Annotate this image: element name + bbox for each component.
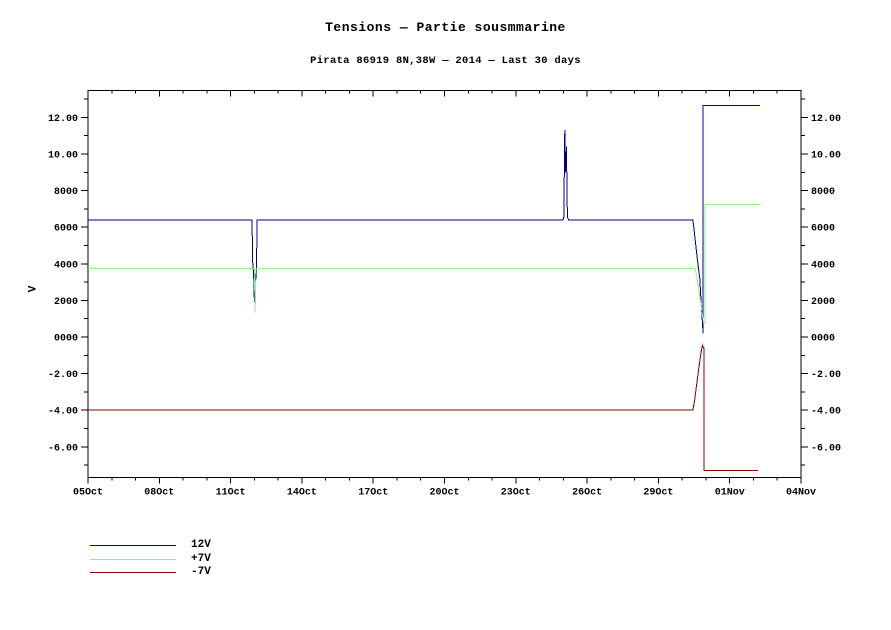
svg-text:2000: 2000 — [811, 297, 835, 308]
svg-text:-2.00: -2.00 — [48, 370, 78, 381]
svg-text:6000: 6000 — [811, 224, 835, 235]
svg-text:26Oct: 26Oct — [572, 488, 602, 499]
legend: 12V +7V -7V — [90, 539, 211, 580]
svg-text:4000: 4000 — [811, 260, 835, 271]
svg-text:0000: 0000 — [54, 333, 78, 344]
svg-text:20Oct: 20Oct — [429, 488, 459, 499]
svg-text:11Oct: 11Oct — [216, 488, 246, 499]
svg-text:-2.00: -2.00 — [811, 370, 841, 381]
legend-line-12v — [90, 545, 176, 547]
svg-text:04Nov: 04Nov — [786, 488, 816, 499]
svg-text:05Oct: 05Oct — [73, 488, 103, 499]
svg-text:8000: 8000 — [54, 187, 78, 198]
chart-title: Tensions — Partie sousmmarine — [325, 20, 566, 35]
legend-item-minus7v: -7V — [90, 566, 211, 580]
svg-text:8000: 8000 — [811, 187, 835, 198]
svg-text:12.00: 12.00 — [811, 114, 841, 125]
svg-text:4000: 4000 — [54, 260, 78, 271]
svg-text:23Oct: 23Oct — [501, 488, 531, 499]
svg-text:08Oct: 08Oct — [144, 488, 174, 499]
legend-label-plus7v: +7V — [191, 552, 211, 565]
legend-label-minus7v: -7V — [191, 566, 211, 579]
svg-text:29Oct: 29Oct — [643, 488, 673, 499]
svg-text:0000: 0000 — [811, 333, 835, 344]
svg-text:-4.00: -4.00 — [811, 407, 841, 418]
svg-text:01Nov: 01Nov — [715, 488, 745, 499]
legend-item-12v: 12V — [90, 539, 211, 553]
svg-text:10.00: 10.00 — [811, 150, 841, 161]
svg-text:2000: 2000 — [54, 297, 78, 308]
chart-subtitle: Pirata 86919 8N,38W — 2014 — Last 30 day… — [310, 55, 581, 67]
svg-text:17Oct: 17Oct — [358, 488, 388, 499]
svg-text:-4.00: -4.00 — [48, 407, 78, 418]
legend-line-plus7v — [90, 558, 176, 560]
svg-text:14Oct: 14Oct — [287, 488, 317, 499]
svg-text:10.00: 10.00 — [48, 150, 78, 161]
legend-label-12v: 12V — [191, 539, 211, 552]
svg-text:-6.00: -6.00 — [811, 443, 841, 454]
legend-line-minus7v — [90, 572, 176, 574]
svg-text:12.00: 12.00 — [48, 114, 78, 125]
svg-text:-6.00: -6.00 — [48, 443, 78, 454]
legend-item-plus7v: +7V — [90, 553, 211, 567]
svg-text:6000: 6000 — [54, 224, 78, 235]
